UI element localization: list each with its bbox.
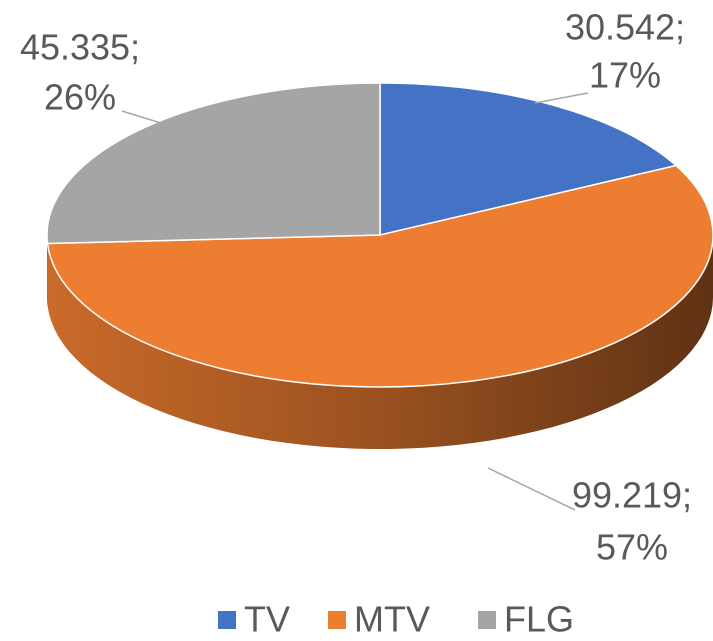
data-label: 99.219; (572, 475, 692, 516)
pie-slice (46, 164, 713, 388)
data-label-percent: 17% (589, 55, 661, 96)
legend-swatch (328, 611, 346, 629)
pie-slice (379, 82, 678, 236)
pie-side-shade (47, 235, 48, 306)
legend-swatch (478, 611, 496, 629)
legend-label: TV (244, 599, 290, 640)
legend-swatch (218, 611, 236, 629)
pie-side-shade (47, 235, 713, 449)
legend-label: FLG (504, 599, 574, 640)
leader-line (487, 467, 576, 511)
data-label-percent: 57% (596, 527, 668, 568)
pie-slice (46, 82, 381, 245)
legend-label: MTV (354, 599, 430, 640)
data-label: 30.542; (565, 7, 685, 48)
leader-line (534, 92, 589, 104)
data-label-percent: 26% (44, 77, 116, 118)
leader-line (121, 110, 165, 125)
data-label: 45.335; (20, 27, 140, 68)
